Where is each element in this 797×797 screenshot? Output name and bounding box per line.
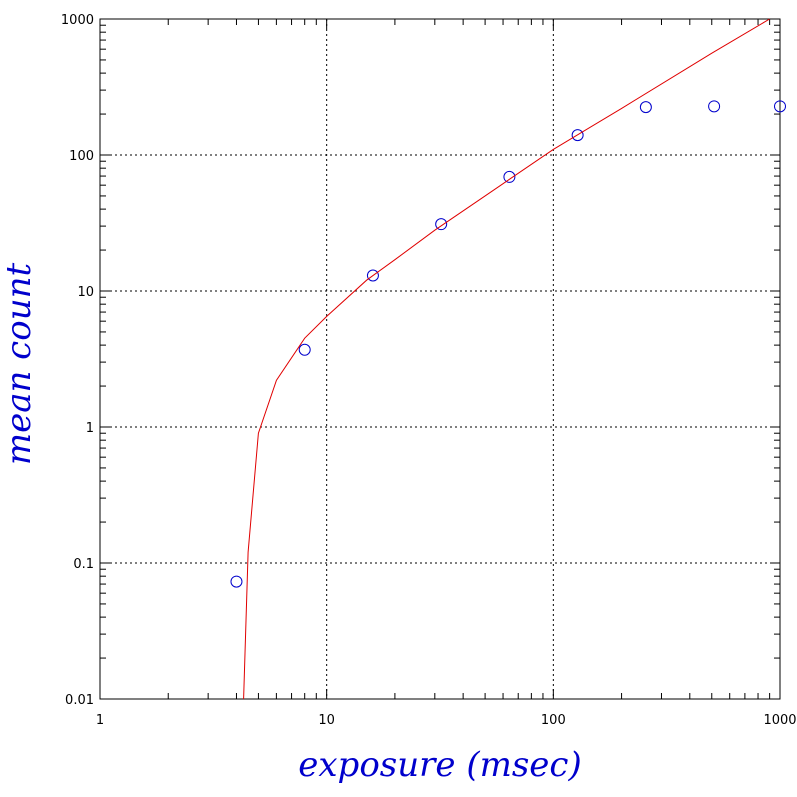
y-tick-label: 0.01: [65, 693, 94, 708]
x-axis-title: exposure (msec): [298, 745, 581, 785]
y-tick-label: 0.1: [73, 557, 94, 572]
plot-frame: [99, 18, 781, 700]
series-layer: [230, 18, 786, 700]
x-tick-label: 1000: [763, 713, 796, 728]
x-tick-label: 1: [96, 713, 104, 728]
data-point: [571, 129, 584, 142]
fit-curve: [243, 18, 770, 700]
y-axis-title: mean count: [0, 263, 39, 466]
x-tick-label: 10: [318, 713, 335, 728]
data-point: [435, 218, 448, 231]
data-point: [298, 343, 311, 356]
data-point: [774, 100, 786, 113]
y-tick-label: 1000: [61, 13, 94, 28]
grid-lines: [100, 19, 780, 699]
data-point: [230, 575, 243, 588]
data-point: [708, 100, 721, 113]
minor-ticks: [99, 19, 780, 700]
data-point: [639, 101, 652, 114]
tick-labels: 1 10 100 1000 0.01 0.1 1 10 100 1000: [61, 13, 797, 728]
y-tick-label: 100: [69, 149, 94, 164]
data-point: [503, 170, 516, 183]
x-tick-label: 100: [541, 713, 566, 728]
data-point: [366, 269, 379, 282]
y-tick-label: 1: [86, 421, 94, 436]
y-tick-label: 10: [77, 285, 94, 300]
